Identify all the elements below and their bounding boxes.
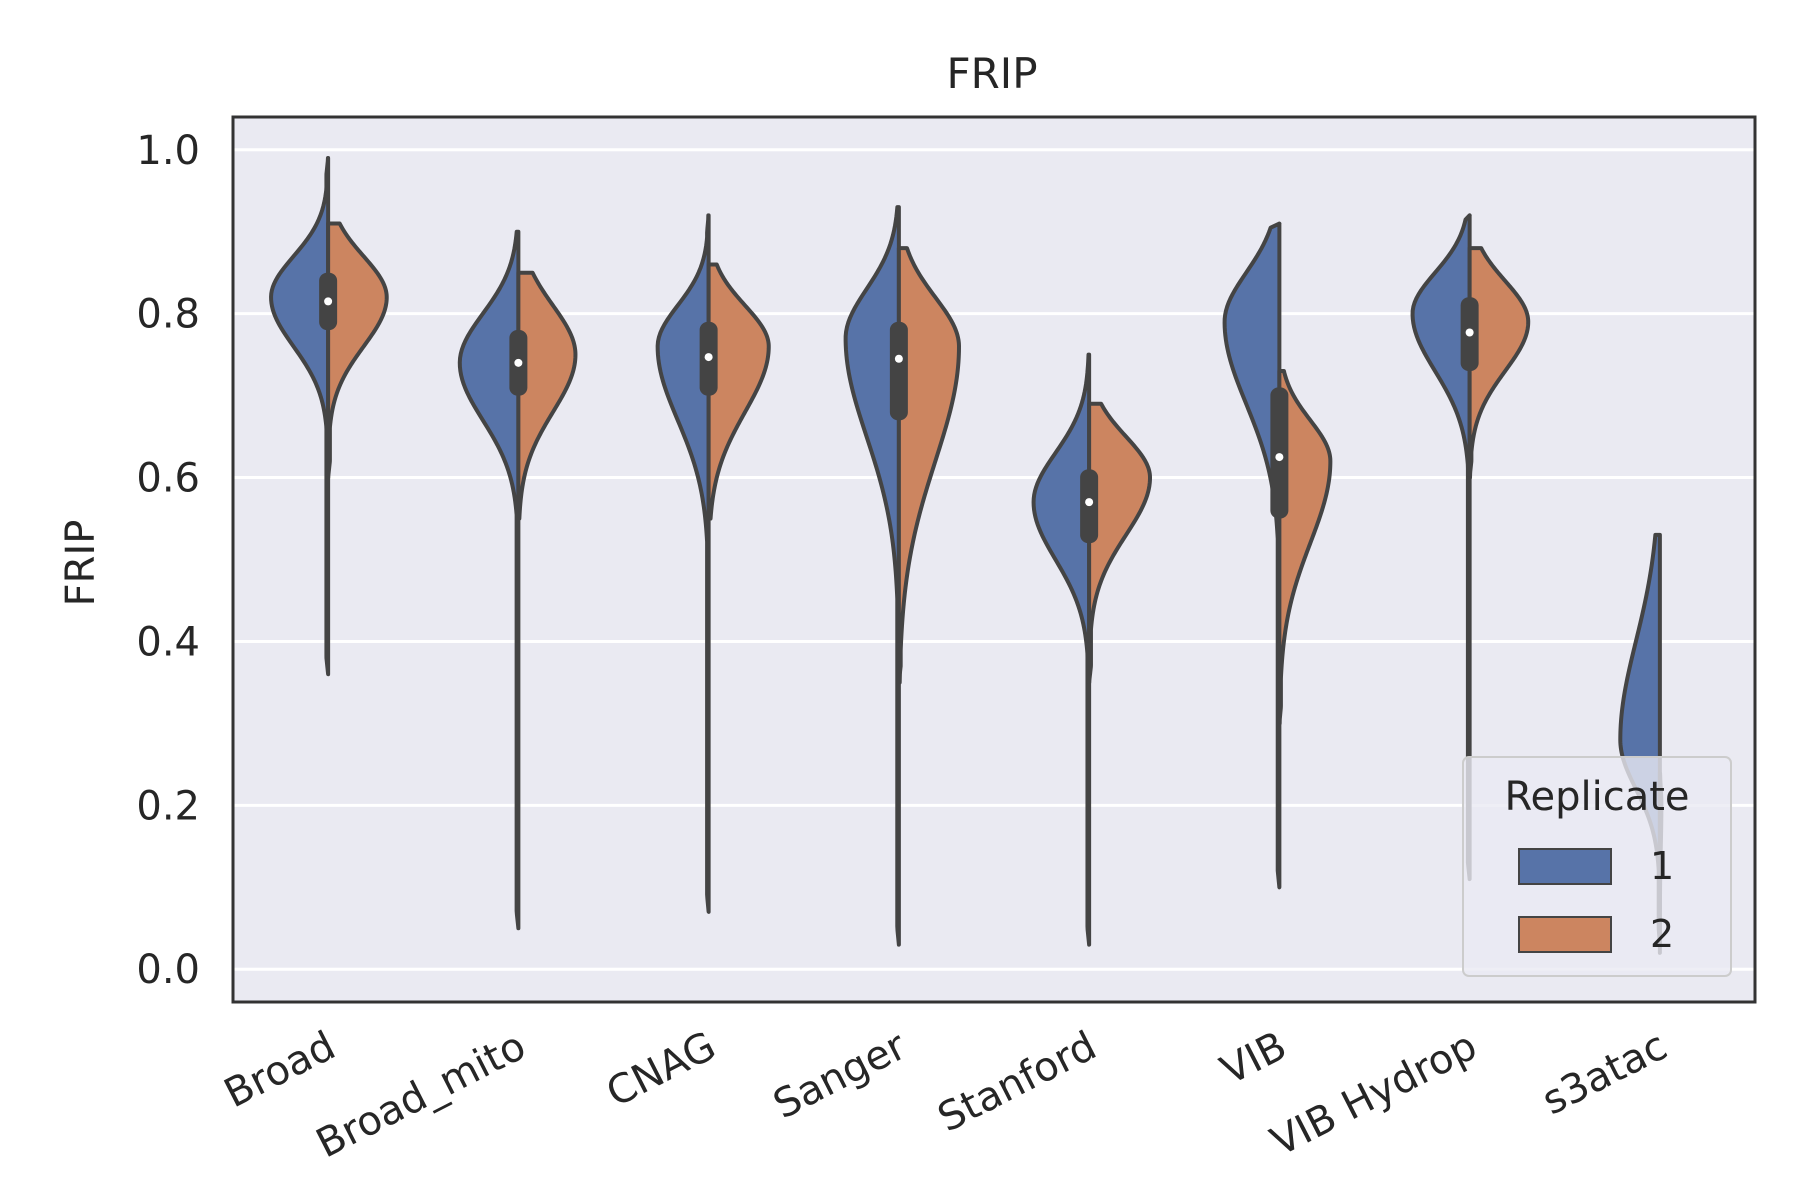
chart-title: FRIP (946, 49, 1037, 98)
x-tick-label: s3atac (1535, 1023, 1674, 1124)
y-tick-label: 0.8 (136, 292, 200, 338)
legend-swatch-2 (1518, 916, 1612, 953)
violin-half-sanger-rep-2 (896, 246, 961, 685)
median-point (894, 354, 903, 363)
legend-label-2: 2 (1650, 912, 1674, 956)
violin-half-stanford-rep-1 (1031, 352, 1092, 947)
x-tick-label: VIB Hydrop (1264, 1023, 1484, 1166)
violin-half-broad_mito-rep-2 (516, 270, 578, 521)
y-tick-label: 0.0 (136, 947, 200, 993)
violins (269, 155, 1664, 955)
median-point (1085, 498, 1094, 507)
iqr-box (1270, 387, 1289, 519)
x-tick-label: Sanger (766, 1023, 914, 1129)
y-tick-label: 0.2 (136, 783, 200, 829)
y-tick-labels: 0.0 0.2 0.4 0.6 0.8 1.0 (136, 128, 200, 993)
median-point (514, 358, 523, 367)
x-tick-label: Broad (217, 1023, 342, 1117)
gridlines (233, 148, 1755, 971)
median-point (324, 297, 333, 306)
median-point (1275, 453, 1284, 462)
violin-half-cnag-rep-1 (655, 213, 711, 914)
legend-title: Replicate (1504, 774, 1689, 820)
violin-half-stanford-rep-2 (1087, 401, 1152, 685)
y-axis-title: FRIP (58, 520, 104, 607)
legend: Replicate 1 2 (1462, 756, 1732, 977)
y-tick-label: 1.0 (136, 128, 200, 174)
violin-half-sanger-rep-1 (843, 205, 901, 947)
iqr-box (1080, 469, 1099, 544)
violin-half-vib-hydrop-rep-2 (1467, 246, 1531, 480)
x-tick-label: CNAG (599, 1023, 723, 1116)
violin-half-broad-rep-1 (269, 155, 331, 677)
legend-swatch-1 (1518, 848, 1612, 885)
legend-label-1: 1 (1650, 844, 1674, 888)
violin-half-broad-rep-2 (326, 221, 389, 480)
violin-half-cnag-rep-2 (706, 262, 771, 521)
violin-half-broad_mito-rep-1 (457, 229, 521, 931)
boxes (319, 272, 1479, 544)
x-tick-label: Broad_mito (309, 1023, 533, 1167)
y-tick-label: 0.6 (136, 456, 200, 502)
plot-frame (231, 115, 1757, 1004)
x-tick-label: Stanford (931, 1023, 1104, 1141)
y-tick-label: 0.4 (136, 619, 200, 665)
median-point (704, 353, 713, 362)
iqr-box (889, 321, 908, 421)
violin-half-vib-rep-2 (1277, 369, 1333, 726)
x-tick-label: VIB (1214, 1023, 1294, 1094)
median-point (1465, 328, 1474, 337)
